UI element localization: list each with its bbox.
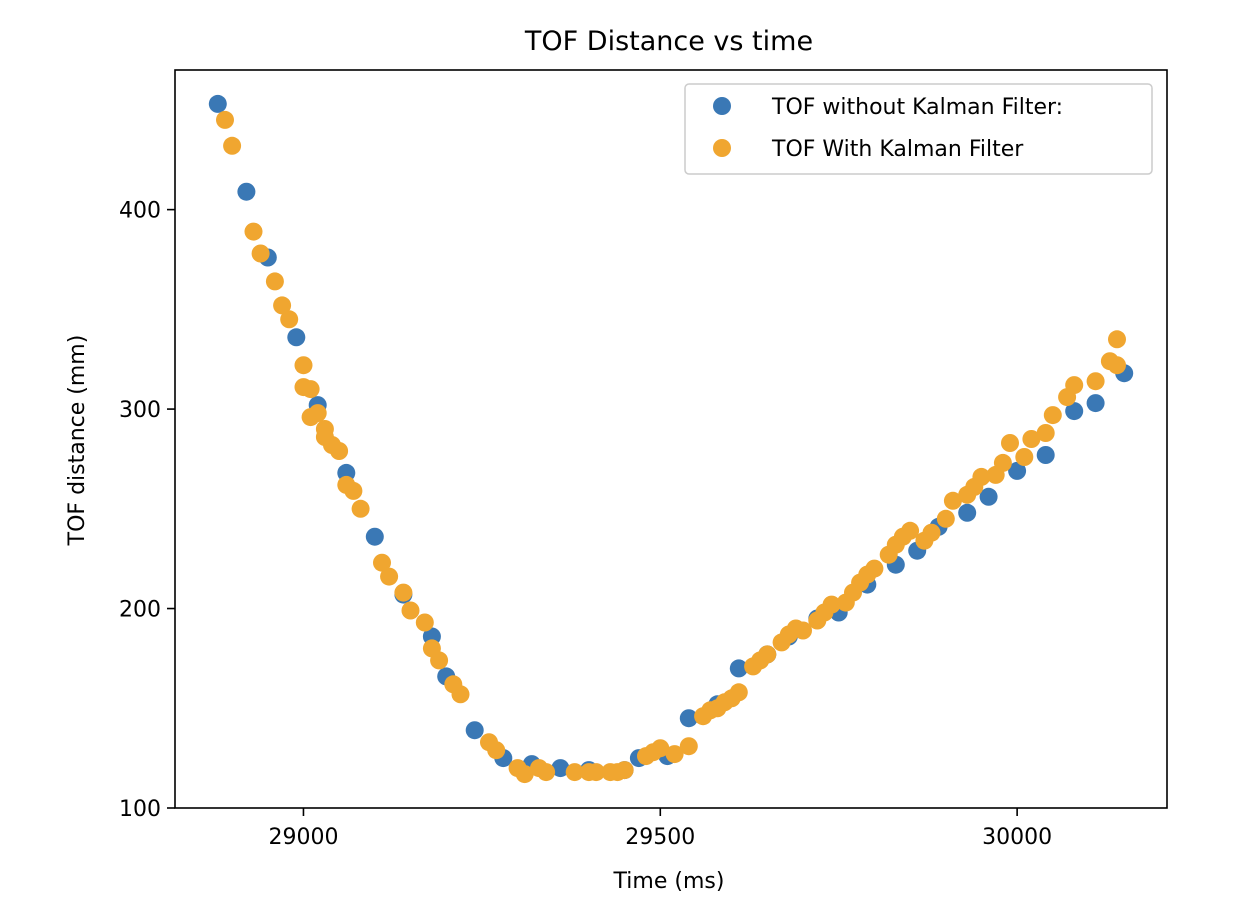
x-tick-label-30000: 30000 <box>982 825 1052 850</box>
data-point-series-1-4 <box>265 272 284 291</box>
data-point-series-0-31 <box>1008 461 1027 480</box>
data-point-series-1-73 <box>943 491 962 510</box>
data-point-series-1-22 <box>401 601 420 620</box>
x-axis-label: Time (ms) <box>613 869 725 894</box>
data-point-series-1-89 <box>1108 356 1126 375</box>
data-point-series-1-27 <box>451 685 470 704</box>
y-tick-label-400: 400 <box>119 199 161 224</box>
data-point-series-1-76 <box>972 467 991 486</box>
data-point-series-1-69 <box>901 521 920 540</box>
data-point-series-1-3 <box>251 244 270 263</box>
data-point-series-0-10 <box>465 721 484 740</box>
data-point-series-1-5 <box>273 296 292 315</box>
data-point-series-1-81 <box>1022 430 1041 448</box>
data-point-series-0-6 <box>365 527 384 546</box>
data-point-series-1-65 <box>865 559 884 578</box>
data-point-series-1-0 <box>216 110 234 129</box>
data-point-series-1-82 <box>1036 424 1055 442</box>
data-point-series-1-43 <box>665 745 684 764</box>
data-point-series-0-30 <box>979 487 998 506</box>
y-tick-label-200: 200 <box>119 598 161 623</box>
legend-label-tof-without-kalman: TOF without Kalman Filter: <box>771 95 1063 120</box>
data-point-series-1-19 <box>373 553 391 572</box>
data-point-series-1-1 <box>223 136 242 155</box>
data-point-series-1-33 <box>537 763 556 782</box>
data-point-series-0-1 <box>237 182 256 201</box>
data-point-series-0-34 <box>1086 394 1105 413</box>
data-point-series-1-39 <box>615 761 634 780</box>
data-point-series-1-86 <box>1086 372 1105 391</box>
data-point-series-1-72 <box>936 509 955 528</box>
y-tick-label-100: 100 <box>119 797 161 822</box>
data-point-series-0-18 <box>679 709 698 728</box>
data-point-series-1-53 <box>758 645 777 664</box>
data-point-series-1-83 <box>1043 406 1062 425</box>
data-point-series-1-80 <box>1015 448 1034 466</box>
data-point-series-0-0 <box>208 94 227 113</box>
x-axis-ticks: 29000 29500 30000 <box>268 808 1052 850</box>
data-point-series-1-2 <box>244 222 263 241</box>
data-point-series-1-29 <box>487 741 506 760</box>
data-point-series-0-29 <box>958 503 977 522</box>
data-point-series-1-34 <box>565 763 584 782</box>
data-point-series-1-7 <box>294 356 313 375</box>
data-point-series-1-44 <box>679 737 698 756</box>
data-point-series-1-71 <box>922 523 941 542</box>
data-point-series-1-60 <box>822 595 841 614</box>
plot-frame <box>174 69 1168 809</box>
data-point-series-0-13 <box>551 759 570 778</box>
data-point-series-0-3 <box>287 328 306 347</box>
data-point-series-1-31 <box>515 765 534 784</box>
data-point-series-1-9 <box>301 380 320 399</box>
y-tick-label-300: 300 <box>119 398 161 423</box>
y-axis-ticks: 100 200 300 400 <box>119 199 175 822</box>
y-axis-label: TOF distance (mm) <box>65 335 90 547</box>
data-point-series-1-42 <box>651 739 670 758</box>
data-point-series-1-18 <box>351 499 370 518</box>
data-point-series-1-15 <box>330 442 349 460</box>
data-point-series-1-25 <box>430 651 449 670</box>
data-point-series-1-88 <box>1108 330 1126 349</box>
data-point-series-1-79 <box>1001 434 1019 452</box>
legend-label-tof-with-kalman: TOF With Kalman Filter <box>771 137 1024 162</box>
legend: TOF without Kalman Filter: TOF With Kalm… <box>684 83 1153 175</box>
x-tick-label-29500: 29500 <box>625 825 695 850</box>
data-point-series-1-36 <box>587 763 606 782</box>
data-point-series-1-6 <box>280 310 299 329</box>
data-point-series-1-20 <box>380 567 399 586</box>
data-point-series-1-11 <box>308 404 327 423</box>
data-point-series-1-85 <box>1065 376 1084 395</box>
data-point-series-1-78 <box>993 453 1012 472</box>
plot-points <box>208 94 1134 784</box>
legend-marker-tof-with-kalman <box>713 139 731 157</box>
data-point-series-0-32 <box>1036 446 1055 464</box>
data-point-series-1-23 <box>415 613 434 632</box>
data-point-series-1-57 <box>794 621 812 640</box>
data-point-series-1-50 <box>729 683 748 702</box>
chart-title: TOF Distance vs time <box>524 26 813 57</box>
legend-marker-tof-without-kalman <box>713 97 731 115</box>
legend-box <box>684 83 1153 175</box>
data-point-series-1-17 <box>344 481 363 500</box>
data-point-series-1-21 <box>394 583 413 602</box>
data-point-series-0-20 <box>729 659 748 678</box>
x-tick-label-29000: 29000 <box>268 825 338 850</box>
data-point-series-0-33 <box>1065 402 1084 421</box>
